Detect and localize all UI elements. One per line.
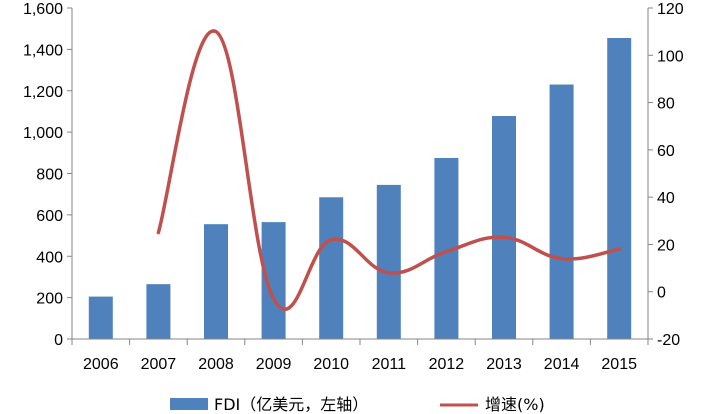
bar-fdi	[376, 184, 401, 339]
bar-fdi	[607, 37, 632, 339]
bar-fdi	[549, 84, 574, 339]
y-left-tick-label: 200	[36, 291, 63, 308]
x-tick-label: 2010	[313, 356, 349, 373]
y-right-tick-label: -20	[657, 332, 680, 349]
y-left-tick-label: 800	[36, 167, 63, 184]
x-tick-label: 2015	[601, 356, 637, 373]
line-growth-rate	[156, 29, 621, 311]
y-left-tick-label: 0	[54, 332, 63, 349]
x-tick-label: 2006	[83, 356, 119, 373]
plot-area	[88, 29, 632, 340]
y-left-tick-label: 1,000	[23, 125, 63, 142]
axes: 0 200 400 600 800 1,000 1,200 1,400 1,600 -20 0 20 4…	[23, 1, 684, 373]
legend: FDI（亿美元，左轴） 增速(%)	[170, 395, 545, 414]
bar-fdi	[319, 197, 344, 339]
y-left-tick-label: 600	[36, 208, 63, 225]
bar-fdi	[146, 284, 171, 339]
bar-fdi	[492, 115, 516, 340]
x-tick-label: 2014	[544, 356, 580, 373]
y-right-tick-label: 0	[657, 285, 666, 302]
y-right-tick-label: 60	[657, 143, 675, 160]
y-left-tick-label: 1,200	[23, 84, 63, 101]
y-right-tick-label: 40	[657, 190, 675, 207]
y-left-tick-label: 1,600	[23, 1, 63, 18]
y-right-tick-label: 20	[657, 237, 675, 254]
y-left-tick-label: 1,400	[23, 42, 63, 59]
legend-label-growth: 增速(%)	[485, 395, 545, 414]
x-tick-label: 2012	[429, 356, 465, 373]
bar-fdi	[88, 296, 113, 339]
x-tick-label: 2013	[486, 356, 522, 373]
x-tick-label: 2011	[372, 356, 407, 373]
legend-label-fdi: FDI（亿美元，左轴）	[214, 395, 368, 414]
x-tick-label: 2007	[141, 356, 177, 373]
legend-swatch-fdi	[170, 398, 208, 410]
x-tick-label: 2008	[198, 356, 234, 373]
y-right-tick-label: 80	[657, 96, 675, 113]
x-tick-label: 2009	[256, 356, 292, 373]
y-left-tick-label: 400	[36, 249, 63, 266]
y-right-tick-label: 120	[657, 1, 684, 18]
y-right-tick-label: 100	[657, 48, 684, 65]
bar-fdi	[204, 224, 228, 339]
